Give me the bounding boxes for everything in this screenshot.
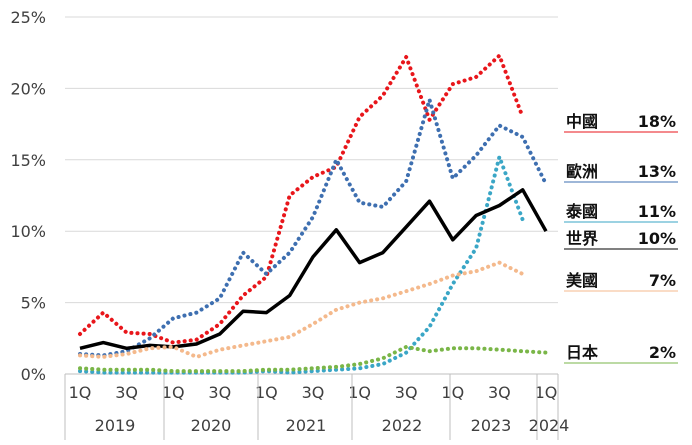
series-line bbox=[78, 260, 525, 359]
series-label-name: 歐洲 bbox=[566, 162, 598, 181]
x-tick-label: 3Q bbox=[488, 383, 511, 402]
y-tick-label: 20% bbox=[10, 79, 46, 98]
series-labels: 中國 18% 歐洲 13% 泰國 11% 世界 10% 美國 7% 日本 2% bbox=[564, 112, 678, 364]
x-tick-label: 1Q bbox=[162, 383, 185, 402]
series-label-value: 2% bbox=[649, 343, 676, 362]
series-label-name: 世界 bbox=[566, 229, 598, 248]
x-year-label: 2020 bbox=[191, 416, 232, 435]
x-year-label: 2022 bbox=[382, 416, 423, 435]
series-label-value: 10% bbox=[638, 229, 676, 248]
x-year-label: 2024 bbox=[529, 416, 570, 435]
x-tick-label: 1Q bbox=[69, 383, 92, 402]
x-year-label: 2021 bbox=[286, 416, 327, 435]
y-tick-label: 0% bbox=[21, 365, 46, 384]
series-line bbox=[78, 154, 525, 375]
x-tick-label: 3Q bbox=[115, 383, 138, 402]
series-line bbox=[78, 97, 548, 358]
x-tick-label: 3Q bbox=[395, 383, 418, 402]
series-label-value: 11% bbox=[638, 202, 676, 221]
x-tick-label: 1Q bbox=[441, 383, 464, 402]
y-axis: 0% 5% 10% 15% 20% 25% bbox=[10, 8, 46, 384]
y-tick-label: 5% bbox=[21, 294, 46, 313]
series-line bbox=[78, 53, 525, 345]
series-label-value: 13% bbox=[638, 162, 676, 181]
series-line bbox=[79, 188, 548, 351]
x-tick-label: 1Q bbox=[255, 383, 278, 402]
series-label-value: 18% bbox=[638, 112, 676, 131]
x-tick-label: 1Q bbox=[348, 383, 371, 402]
series-label-name: 日本 bbox=[566, 343, 598, 362]
y-tick-label: 25% bbox=[10, 8, 46, 27]
x-tick-label: 1Q bbox=[535, 383, 558, 402]
series-label-name: 美國 bbox=[566, 271, 598, 290]
y-tick-label: 15% bbox=[10, 151, 46, 170]
x-year-label: 2019 bbox=[95, 416, 136, 435]
series-label-value: 7% bbox=[649, 271, 676, 290]
series-line bbox=[78, 344, 548, 374]
series-label-name: 泰國 bbox=[565, 202, 598, 221]
x-year-label: 2023 bbox=[471, 416, 512, 435]
y-tick-label: 10% bbox=[10, 222, 46, 241]
series-label-name: 中國 bbox=[566, 112, 598, 131]
x-tick-label: 3Q bbox=[302, 383, 325, 402]
grid-lines bbox=[65, 16, 558, 375]
x-tick-label: 3Q bbox=[208, 383, 231, 402]
series-lines bbox=[78, 53, 548, 375]
